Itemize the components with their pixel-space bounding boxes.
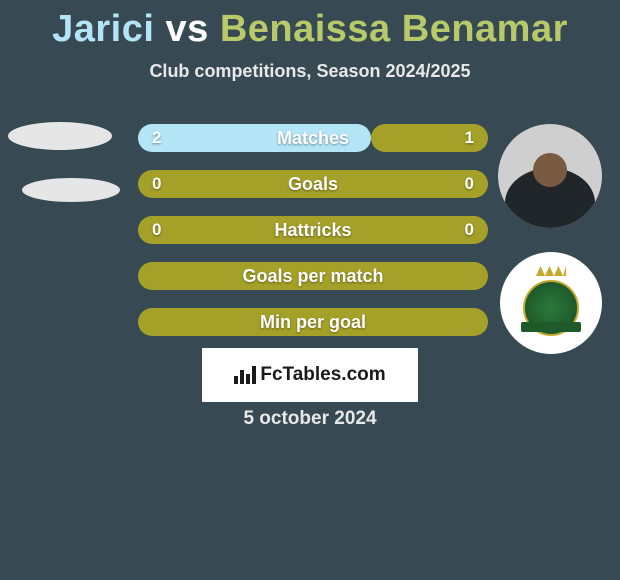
title-player1: Jarici [52, 8, 154, 50]
stat-label: Min per goal [138, 308, 488, 336]
stat-label: Matches [138, 124, 488, 152]
stat-value-left: 2 [152, 124, 161, 152]
stat-value-left: 0 [152, 216, 161, 244]
stat-value-right: 1 [465, 124, 474, 152]
player2-club-logo [500, 252, 602, 354]
stat-label: Hattricks [138, 216, 488, 244]
stat-row: Hattricks0 0 [138, 216, 488, 244]
stat-row: Goals0 0 [138, 170, 488, 198]
stat-label: Goals per match [138, 262, 488, 290]
player1-club-placeholder [22, 178, 120, 202]
stat-label: Goals [138, 170, 488, 198]
title-vs: vs [165, 8, 208, 50]
page-title: Jarici vs Benaissa Benamar [0, 0, 620, 51]
stat-value-left: 0 [152, 170, 161, 198]
subtitle: Club competitions, Season 2024/2025 [0, 61, 620, 82]
date-text: 5 october 2024 [0, 408, 620, 430]
branding-text: FcTables.com [260, 364, 385, 386]
title-player2: Benaissa Benamar [220, 8, 568, 50]
stats-bars: Matches21Goals00Hattricks00Goals per mat… [138, 124, 488, 354]
stat-row: Goals per match [138, 262, 488, 290]
player2-avatar [498, 124, 602, 228]
branding-badge: FcTables.com [202, 348, 418, 402]
stat-row: Min per goal [138, 308, 488, 336]
stat-value-right: 0 [465, 216, 474, 244]
stat-value-right: 0 [465, 170, 474, 198]
bar-chart-icon [234, 366, 256, 384]
club-crest-icon [514, 266, 588, 340]
player1-avatar-placeholder [8, 122, 112, 150]
stat-row: Matches2 1 [138, 124, 488, 152]
